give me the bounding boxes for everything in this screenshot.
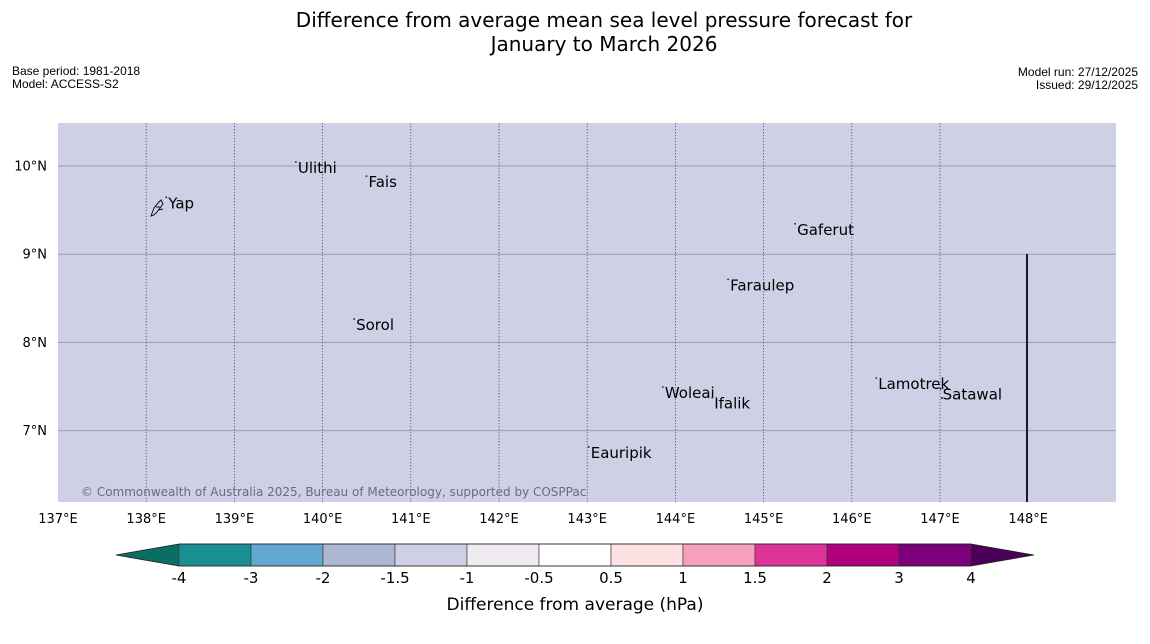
lat-label: 10°N: [14, 160, 47, 175]
lon-label: 142°E: [479, 512, 519, 527]
colorbar-outline: [115, 543, 1035, 567]
place-label: Gaferut: [797, 221, 854, 239]
place-label: Satawal: [943, 386, 1002, 404]
colorbar-tick-label: -4: [172, 569, 187, 587]
meta-left: Base period: 1981-2018 Model: ACCESS-S2: [12, 65, 140, 91]
island-marker: [295, 161, 297, 163]
colorbar-tick-label: -2: [316, 569, 331, 587]
colorbar-tick-label: -0.5: [524, 569, 553, 587]
lon-label: 145°E: [744, 512, 784, 527]
place-label: Ifalik: [714, 395, 750, 413]
colorbar-segment: [682, 543, 756, 567]
meta-right: Model run: 27/12/2025 Issued: 29/12/2025: [1018, 66, 1138, 92]
lat-label: 7°N: [23, 424, 48, 439]
colorbar-tick-label: 2: [822, 569, 832, 587]
colorbar-tick-label: 0.5: [599, 569, 623, 587]
colorbar-tick-label: -1: [460, 569, 475, 587]
island-marker: [875, 377, 878, 380]
colorbar: -4 -3 -2 -1.5 -1 -0.5 0.5 1 1.5 2 3 4 Difference fr…: [115, 543, 1035, 615]
issued-label: Issued: 29/12/2025: [1035, 78, 1138, 92]
island-marker: [165, 196, 168, 199]
island-marker: [794, 222, 797, 225]
colorbar-segment: [178, 543, 252, 567]
colorbar-segment: [538, 543, 612, 567]
lon-label: 144°E: [656, 512, 696, 527]
place-label: Fais: [368, 173, 397, 191]
place-label: Sorol: [356, 316, 394, 334]
lon-label: 147°E: [920, 512, 960, 527]
place-label: Lamotrek: [878, 375, 949, 393]
lon-label: 139°E: [215, 512, 255, 527]
colorbar-segment: [610, 543, 684, 567]
colorbar-tick-label: 3: [894, 569, 904, 587]
title-line-1: Difference from average mean sea level p…: [295, 8, 913, 32]
latitude-labels: 10°N 9°N 8°N 7°N: [14, 160, 47, 440]
lat-label: 8°N: [23, 336, 48, 351]
place-label: Faraulep: [730, 276, 794, 294]
colorbar-tick-label: 4: [966, 569, 976, 587]
colorbar-tick-label: -1.5: [380, 569, 409, 587]
lon-label: 137°E: [38, 512, 78, 527]
lon-label: 141°E: [391, 512, 431, 527]
colorbar-tick-label: -3: [244, 569, 259, 587]
longitude-gridlines: [145, 123, 941, 502]
island-marker: [365, 175, 368, 178]
colorbar-segment: [466, 543, 540, 567]
model-run-label: Model run: 27/12/2025: [1017, 65, 1138, 79]
place-label: Woleai: [665, 384, 715, 402]
colorbar-segment: [826, 543, 900, 567]
lon-label: 138°E: [126, 512, 166, 527]
base-period-label: Base period: 1981-2018: [12, 64, 141, 78]
island-marker: [941, 397, 943, 399]
island-marker: [939, 387, 942, 390]
island-marker: [353, 318, 356, 320]
colorbar-segment: [250, 543, 324, 567]
lon-label: 143°E: [567, 512, 607, 527]
island-outline-yap: [150, 199, 164, 217]
longitude-labels: 137°E 138°E 139°E 140°E 141°E 142°E 143°E 144°E…: [38, 512, 1048, 527]
colorbar-over-arrow: [971, 544, 1034, 566]
island-marker: [711, 396, 714, 399]
place-label: Ulithi: [298, 159, 337, 177]
place-label: Yap: [167, 194, 194, 212]
copyright-credit: © Commonwealth of Australia 2025, Bureau…: [81, 485, 586, 499]
colorbar-tick-label: 1: [678, 569, 688, 587]
colorbar-title: Difference from average (hPa): [447, 595, 704, 615]
island-marker: [661, 386, 664, 388]
colorbar-segment: [898, 543, 972, 567]
place-labels: Yap Ulithi Fais Gaferut Faraulep Sorol WoleaiI…: [165, 159, 1002, 462]
model-label: Model: ACCESS-S2: [12, 77, 119, 91]
island-marker: [587, 446, 590, 448]
lon-label: 146°E: [832, 512, 872, 527]
island-marker: [727, 278, 729, 281]
colorbar-segment: [394, 543, 468, 567]
title-line-2: January to March 2026: [490, 32, 718, 56]
lon-label: 140°E: [303, 512, 343, 527]
lat-label: 9°N: [23, 248, 48, 263]
colorbar-tick-label: 1.5: [743, 569, 767, 587]
lon-label: 148°E: [1008, 512, 1048, 527]
colorbar-segment: [754, 543, 828, 567]
place-label: Eauripik: [591, 444, 652, 462]
colorbar-under-arrow: [116, 544, 179, 566]
chart-title: Difference from average mean sea level p…: [0, 8, 1150, 56]
colorbar-segment: [322, 543, 396, 567]
